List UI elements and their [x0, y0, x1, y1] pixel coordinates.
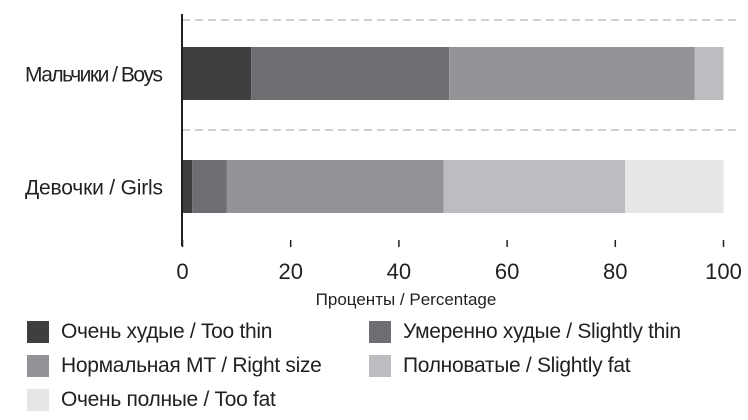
x-tick-label: 0 — [176, 259, 188, 284]
bar-segment-1-1 — [192, 160, 227, 213]
legend-swatch — [369, 321, 391, 343]
category-label: Мальчики / Boys — [25, 64, 163, 87]
legend-item: Очень полные / Too fat — [27, 388, 276, 412]
legend-label: Очень полные / Too fat — [61, 388, 276, 411]
legend-item: Полноватые / Slightly fat — [369, 354, 631, 378]
bar-segment-0-3 — [694, 47, 724, 100]
legend-swatch — [27, 321, 49, 343]
legend-label: Полноватые / Slightly fat — [403, 354, 631, 377]
legend-swatch — [27, 355, 49, 377]
legend-swatch — [27, 389, 49, 411]
legend-swatch — [369, 355, 391, 377]
legend-label: Нормальная МТ / Right size — [61, 354, 322, 377]
legend-item: Умеренно худые / Slightly thin — [369, 320, 681, 344]
x-tick-label: 20 — [278, 259, 302, 284]
bar-segment-0-1 — [251, 47, 450, 100]
legend-item: Очень худые / Too thin — [27, 320, 272, 344]
x-tick-label: 60 — [495, 259, 519, 284]
legend-label: Очень худые / Too thin — [61, 320, 273, 343]
x-tick-label: 80 — [603, 259, 627, 284]
x-tick-label: 40 — [387, 259, 411, 284]
bar-segment-1-4 — [625, 160, 724, 213]
legend-item: Нормальная МТ / Right size — [27, 354, 322, 378]
chart: Мальчики / Boys Девочки / Girls 0 20 40 60 80 1… — [25, 14, 742, 309]
bar-segment-1-3 — [443, 160, 626, 213]
bar-segment-0-2 — [449, 47, 695, 100]
x-tick-label: 100 — [705, 259, 742, 284]
category-label: Девочки / Girls — [25, 177, 163, 200]
bar-segment-1-0 — [182, 160, 193, 213]
x-axis-label: Проценты / Percentage — [316, 290, 497, 309]
legend-label: Умеренно худые / Slightly thin — [403, 320, 681, 343]
bar-segment-1-2 — [226, 160, 444, 213]
bar-segment-0-0 — [182, 47, 252, 100]
